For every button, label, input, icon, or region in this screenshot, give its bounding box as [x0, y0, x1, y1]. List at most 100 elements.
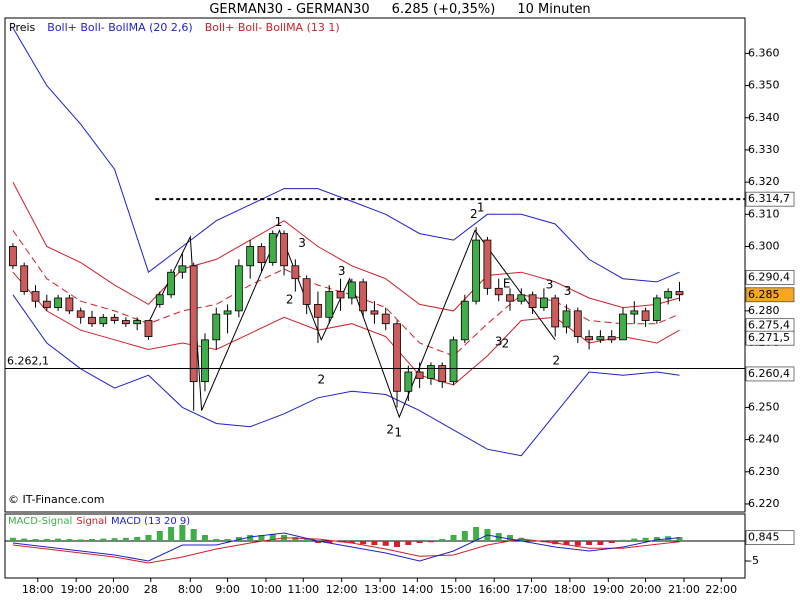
candle-body: [540, 297, 548, 309]
candle-body: [630, 310, 639, 315]
candle-body: [370, 310, 379, 315]
candle-body: [347, 281, 356, 299]
candle-body: [110, 316, 119, 321]
x-tick-label: 22:00: [705, 583, 737, 596]
legend-entry: MACD-Signal: [8, 516, 72, 527]
histogram-bar: [461, 531, 468, 541]
candle-body: [506, 294, 514, 302]
signal-label: 3: [564, 284, 572, 298]
y-tick-label: 6.350: [748, 79, 780, 92]
histogram-bar: [314, 541, 321, 543]
x-tick-label: 13:00: [364, 583, 396, 596]
histogram-bar: [405, 541, 412, 545]
candle-body: [121, 320, 130, 325]
candle-body: [675, 291, 684, 296]
candle-body: [42, 300, 51, 309]
candle-body: [31, 291, 40, 302]
signal-label: E: [503, 277, 511, 291]
legend-entry: Boll+ Boll- BollMA (13 1): [205, 21, 340, 34]
x-tick-label: 18:00: [554, 583, 586, 596]
last-value-box: [745, 530, 795, 546]
x-tick-label: 20:00: [98, 583, 130, 596]
candle-body: [404, 371, 413, 392]
y-tick-label: 6.300: [748, 239, 780, 252]
candle-body: [449, 339, 458, 383]
candle-body: [246, 246, 255, 267]
candle-body: [99, 316, 108, 325]
candle-body: [472, 239, 481, 302]
support-label: 6.262,1: [7, 354, 49, 367]
x-tick-label: 15:00: [440, 583, 472, 596]
candle-body: [88, 316, 96, 325]
x-tick-label: 20:00: [630, 583, 662, 596]
candle-body: [178, 265, 187, 273]
signal-label: 1: [394, 426, 402, 440]
histogram-bar: [619, 539, 626, 541]
last-value-label: 0,845: [748, 531, 780, 544]
x-tick-label: 8:00: [178, 583, 203, 596]
candle-body: [641, 310, 650, 321]
y-tick-label: 6.280: [748, 304, 780, 317]
x-tick-label: 17:00: [516, 583, 548, 596]
macd-panel: [4, 513, 746, 579]
histogram-bar: [303, 539, 310, 541]
candle-body: [607, 336, 616, 341]
signal-label: 3: [338, 264, 346, 278]
last-price: 6.285: [748, 288, 780, 301]
legend-entry: Preis: [9, 21, 36, 34]
histogram-bar: [597, 541, 604, 545]
x-tick-label: 14:00: [402, 583, 434, 596]
candle-body: [427, 365, 435, 379]
histogram-bar: [9, 537, 16, 541]
y-tick-label: 6.310: [748, 207, 780, 220]
band-upper: [12, 27, 680, 283]
candle-body: [268, 233, 277, 263]
signal-label: 3: [298, 236, 306, 250]
candle-body: [189, 265, 198, 383]
histogram-bar: [292, 537, 299, 541]
histogram-bar: [235, 537, 242, 541]
candle-body: [494, 287, 503, 296]
histogram-bar: [21, 538, 28, 541]
candle-body: [652, 297, 661, 321]
candle-body: [9, 246, 17, 267]
resistance-label: 6.314,7: [748, 192, 790, 205]
y-tick-label: 6.240: [748, 433, 780, 446]
histogram-bar: [32, 539, 39, 541]
candle-body: [325, 291, 334, 318]
candle-body: [65, 297, 74, 312]
histogram-bar: [179, 525, 186, 541]
last-price-box: [745, 287, 795, 303]
histogram-bar: [145, 535, 152, 541]
histogram-bar: [156, 531, 163, 541]
level-label: 6.271,5: [748, 331, 790, 344]
histogram-bar: [168, 527, 175, 541]
level-label: 6.275,4: [748, 319, 790, 332]
y-tick-label: 6.360: [748, 46, 780, 59]
candle-body: [483, 239, 492, 289]
histogram-bar: [66, 539, 73, 541]
histogram-bar: [608, 541, 615, 543]
candle-body: [144, 320, 153, 338]
x-tick-label: 16:00: [478, 583, 510, 596]
histogram-bar: [360, 541, 367, 545]
signal-label: 2: [502, 337, 510, 351]
candle-body: [167, 271, 175, 296]
candle-body: [517, 294, 526, 302]
band-upper: [12, 181, 680, 312]
y-tick-label: 6.340: [748, 111, 780, 124]
band-lower: [12, 294, 680, 457]
candle-body: [257, 246, 266, 263]
level-label-box: [745, 330, 795, 346]
y-tick-label: 6.250: [748, 400, 780, 413]
signal-line: [12, 537, 680, 564]
macd-legend: MACD-Signal Signal MACD (13 20 9): [8, 516, 190, 527]
signal-label: 2: [318, 373, 326, 387]
level-label-box: [745, 366, 795, 382]
candle-body: [155, 294, 164, 305]
chart-title: GERMAN30 - GERMAN30 6.285 (+0,35%) 10 Minu…: [209, 2, 590, 17]
legend-entry: MACD (13 20 9): [111, 516, 190, 527]
candle-body: [54, 297, 62, 309]
histogram-bar: [247, 535, 254, 541]
